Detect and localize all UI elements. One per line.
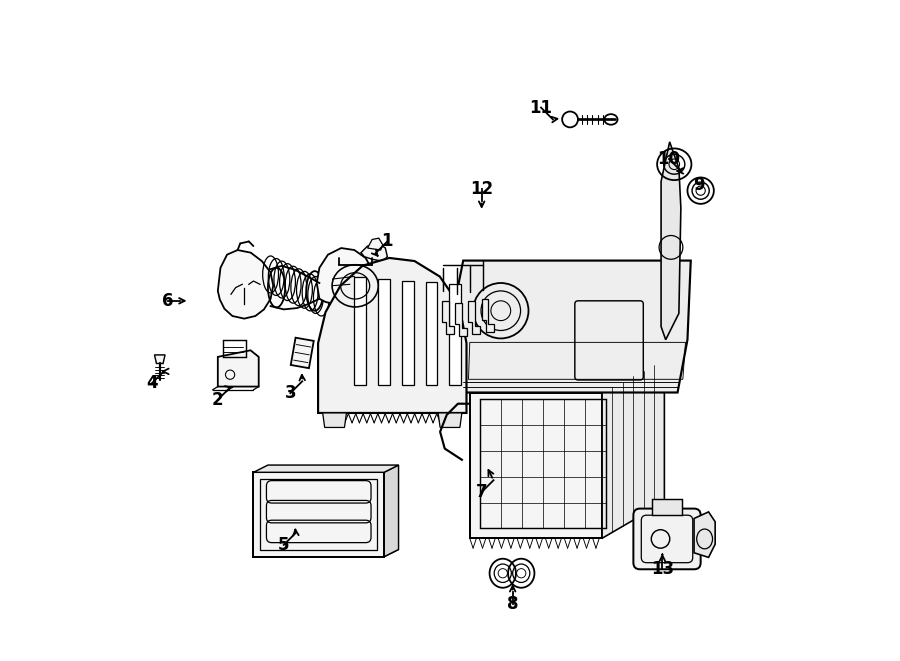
Polygon shape	[450, 260, 691, 393]
Polygon shape	[694, 512, 716, 557]
Text: 1: 1	[382, 233, 393, 251]
Polygon shape	[367, 238, 382, 250]
Polygon shape	[426, 282, 437, 385]
Text: 4: 4	[146, 374, 158, 392]
Polygon shape	[365, 278, 382, 292]
Polygon shape	[355, 276, 366, 385]
Polygon shape	[482, 299, 493, 332]
Polygon shape	[318, 258, 466, 413]
Text: 3: 3	[284, 384, 296, 402]
Text: 5: 5	[278, 536, 290, 554]
Polygon shape	[361, 243, 387, 261]
Polygon shape	[455, 303, 467, 336]
Text: 9: 9	[694, 176, 705, 194]
Text: 2: 2	[212, 391, 223, 408]
Text: 10: 10	[658, 150, 680, 168]
Polygon shape	[449, 284, 461, 385]
Polygon shape	[323, 413, 346, 428]
Polygon shape	[469, 301, 481, 334]
Polygon shape	[254, 473, 384, 557]
Polygon shape	[317, 248, 373, 304]
Polygon shape	[438, 413, 462, 428]
Text: 13: 13	[651, 561, 674, 578]
Polygon shape	[470, 393, 602, 538]
Text: 11: 11	[529, 98, 553, 116]
Text: 7: 7	[476, 483, 488, 501]
Polygon shape	[291, 338, 314, 368]
Polygon shape	[652, 498, 682, 515]
Polygon shape	[662, 142, 681, 340]
Polygon shape	[218, 250, 274, 319]
Polygon shape	[254, 465, 399, 473]
Text: 8: 8	[507, 596, 518, 613]
Text: 6: 6	[162, 292, 174, 310]
Polygon shape	[254, 549, 399, 557]
Polygon shape	[442, 301, 454, 334]
Polygon shape	[365, 292, 377, 309]
Polygon shape	[602, 360, 664, 538]
Text: 12: 12	[470, 180, 493, 198]
Polygon shape	[218, 350, 258, 387]
Polygon shape	[378, 278, 390, 385]
FancyBboxPatch shape	[634, 508, 701, 569]
Polygon shape	[384, 465, 399, 557]
Polygon shape	[401, 280, 414, 385]
Polygon shape	[155, 355, 165, 364]
